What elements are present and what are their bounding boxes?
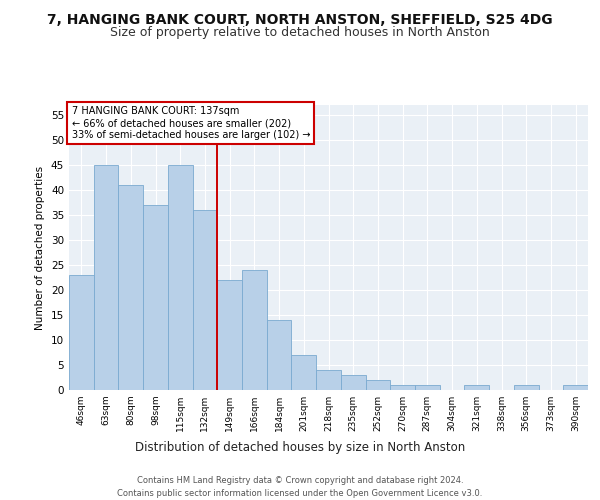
Bar [514,385,539,390]
Bar [316,370,341,390]
Bar [341,375,365,390]
Text: Distribution of detached houses by size in North Anston: Distribution of detached houses by size … [135,441,465,454]
Y-axis label: Number of detached properties: Number of detached properties [35,166,46,330]
Bar [365,380,390,390]
Bar [242,270,267,390]
Text: 7, HANGING BANK COURT, NORTH ANSTON, SHEFFIELD, S25 4DG: 7, HANGING BANK COURT, NORTH ANSTON, SHE… [47,12,553,26]
Bar [415,385,440,390]
Bar [267,320,292,390]
Text: Size of property relative to detached houses in North Anston: Size of property relative to detached ho… [110,26,490,39]
Bar [292,355,316,390]
Bar [193,210,217,390]
Bar [69,275,94,390]
Bar [464,385,489,390]
Text: Contains HM Land Registry data © Crown copyright and database right 2024.
Contai: Contains HM Land Registry data © Crown c… [118,476,482,498]
Bar [563,385,588,390]
Bar [390,385,415,390]
Bar [118,185,143,390]
Bar [143,205,168,390]
Bar [168,165,193,390]
Text: 7 HANGING BANK COURT: 137sqm
← 66% of detached houses are smaller (202)
33% of s: 7 HANGING BANK COURT: 137sqm ← 66% of de… [71,106,310,140]
Bar [94,165,118,390]
Bar [217,280,242,390]
